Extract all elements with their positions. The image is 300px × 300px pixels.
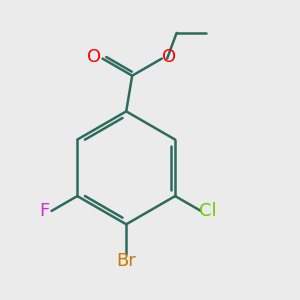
Text: F: F [39, 202, 49, 220]
Text: Cl: Cl [200, 202, 217, 220]
Text: Br: Br [116, 252, 136, 270]
Text: O: O [162, 48, 176, 66]
Text: O: O [87, 48, 101, 66]
